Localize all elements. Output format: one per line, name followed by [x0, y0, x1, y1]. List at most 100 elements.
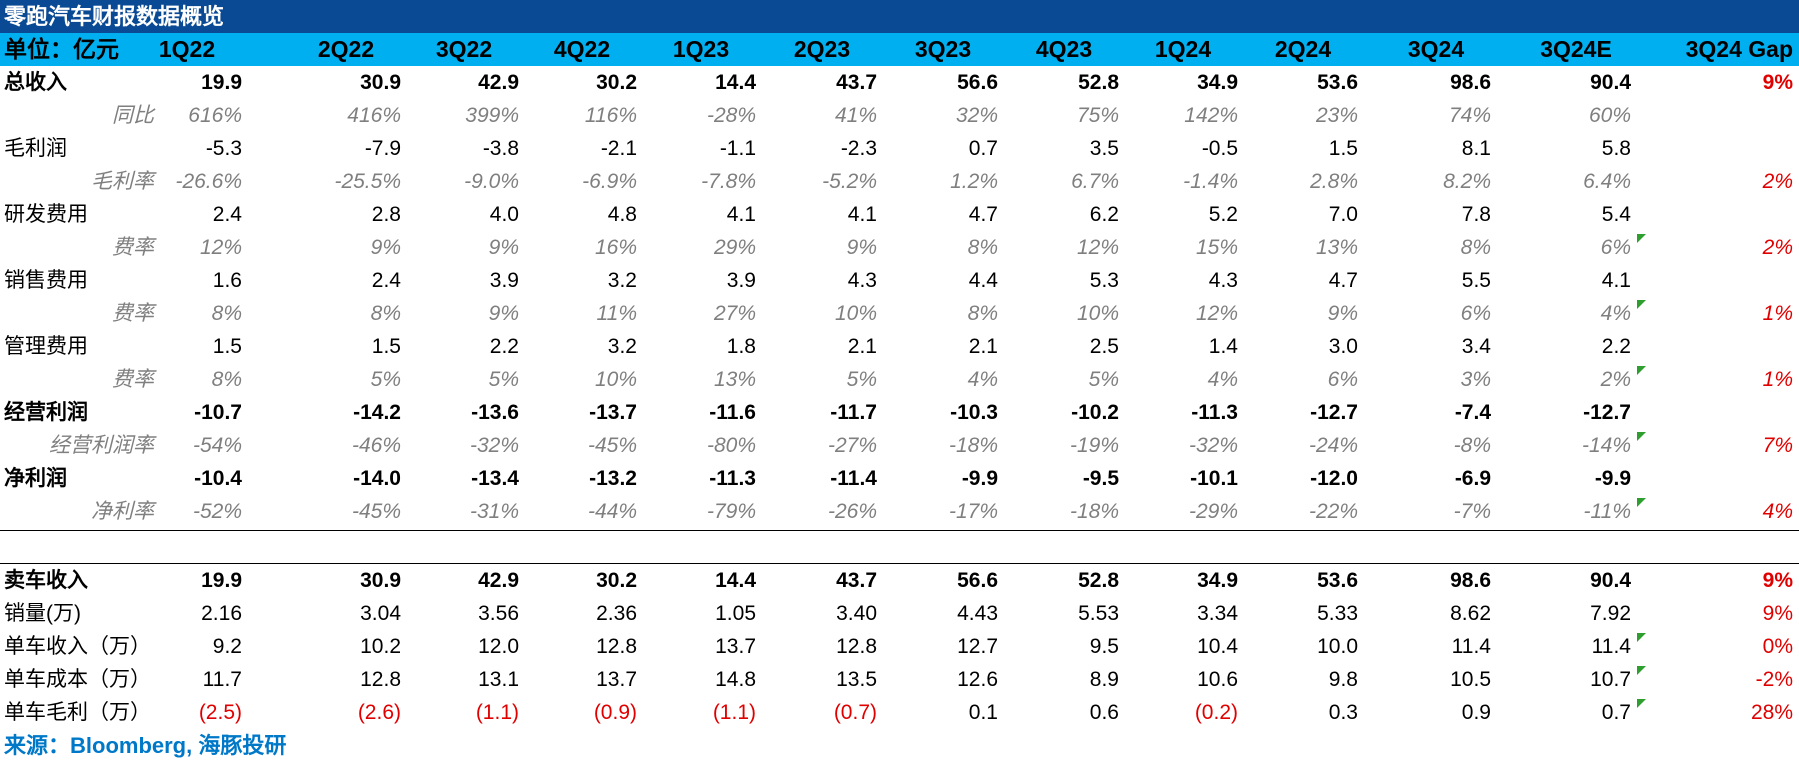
value-cell: (1.1): [475, 701, 519, 724]
value-cell: 30.2: [596, 71, 637, 94]
value-cell: 3.9: [726, 269, 756, 292]
value-cell: 4.1: [1601, 269, 1631, 292]
row-label: 销售费用: [4, 269, 88, 292]
value-cell: -54%: [192, 434, 242, 457]
value-cell: 27%: [713, 302, 756, 325]
value-cell: -5.2%: [822, 170, 877, 193]
value-cell: 14.8: [715, 668, 756, 691]
value-cell: -31%: [469, 500, 519, 523]
value-cell: -3.8: [482, 137, 519, 160]
value-cell: 90.4: [1590, 71, 1631, 94]
value-cell: 53.6: [1317, 71, 1358, 94]
row-label: 经营利润率: [49, 434, 154, 457]
value-cell: 13.5: [836, 668, 877, 691]
value-cell: 9.2: [212, 635, 242, 658]
value-cell: -25.5%: [334, 170, 401, 193]
value-cell: 32%: [955, 104, 998, 127]
header-row: 单位：亿元 1Q22 2Q22 3Q22 4Q22 1Q23 2Q23 3Q23 4Q23 1Q…: [0, 33, 1799, 66]
table-row: 经营利润 -10.7 -14.2 -13.6 -13.7 -11.6 -11.7 -10.3 -…: [0, 396, 1799, 429]
value-cell: 4.8: [607, 203, 637, 226]
column-header-2q23: 2Q23: [793, 36, 851, 62]
column-header-3q23: 3Q23: [914, 36, 972, 62]
value-cell: 1.5: [1328, 137, 1358, 160]
value-cell: 6%: [1327, 368, 1358, 391]
value-cell: 9%: [488, 302, 519, 325]
row-label: 费率: [112, 368, 154, 391]
value-cell: -12.0: [1310, 467, 1358, 490]
value-cell: -10.1: [1190, 467, 1238, 490]
value-cell: 13%: [713, 368, 756, 391]
value-cell: 16%: [594, 236, 637, 259]
value-cell: 4.3: [1208, 269, 1238, 292]
value-cell: 1.2%: [950, 170, 998, 193]
gap-cell: 9%: [1762, 71, 1793, 94]
value-cell: 0.1: [968, 701, 998, 724]
value-cell: 12%: [199, 236, 242, 259]
table-row: 净利润 -10.4 -14.0 -13.4 -13.2 -11.3 -11.4 -9.9 -9.…: [0, 462, 1799, 495]
value-cell: 29%: [713, 236, 756, 259]
value-cell: 0.3: [1328, 701, 1358, 724]
value-cell: -44%: [587, 500, 637, 523]
value-cell: 2.5: [1089, 335, 1119, 358]
value-cell: 3.9: [489, 269, 519, 292]
value-cell: 98.6: [1450, 71, 1491, 94]
value-cell: -28%: [706, 104, 756, 127]
value-cell: 2.1: [968, 335, 998, 358]
value-cell: 1.8: [726, 335, 756, 358]
column-header-3q22: 3Q22: [435, 36, 493, 62]
section-divider-bottom: [0, 563, 1799, 564]
column-header-2q22: 2Q22: [317, 36, 375, 62]
value-cell: 98.6: [1450, 569, 1491, 592]
value-cell: -9.0%: [464, 170, 519, 193]
value-cell: 30.9: [360, 569, 401, 592]
value-cell: -52%: [192, 500, 242, 523]
value-cell: 10.7: [1590, 668, 1631, 691]
value-cell: 416%: [347, 104, 401, 127]
value-cell: 7.92: [1590, 602, 1631, 625]
value-cell: -13.7: [589, 401, 637, 424]
gap-cell: 2%: [1762, 170, 1793, 193]
value-cell: 52.8: [1078, 569, 1119, 592]
value-cell: -45%: [587, 434, 637, 457]
cell-comment-marker: [1637, 432, 1646, 441]
table-row: 毛利率 -26.6% -25.5% -9.0% -6.9% -7.8% -5.2% 1.2% 6…: [0, 165, 1799, 198]
row-label: 总收入: [4, 71, 67, 94]
value-cell: 4.0: [489, 203, 519, 226]
value-cell: -9.9: [961, 467, 998, 490]
column-header-gap: 3Q24 Gap: [1685, 36, 1793, 62]
value-cell: 2.4: [212, 203, 242, 226]
value-cell: -13.2: [589, 467, 637, 490]
value-cell: 9.5: [1089, 635, 1119, 658]
value-cell: -26.6%: [175, 170, 242, 193]
value-cell: 1.4: [1208, 335, 1238, 358]
value-cell: 14.4: [715, 569, 756, 592]
value-cell: 56.6: [957, 569, 998, 592]
value-cell: 1.5: [212, 335, 242, 358]
value-cell: -7.9: [364, 137, 401, 160]
gap-cell: 4%: [1762, 500, 1793, 523]
value-cell: 8.62: [1450, 602, 1491, 625]
gap-cell: 2%: [1762, 236, 1793, 259]
value-cell: -26%: [827, 500, 877, 523]
value-cell: 30.9: [360, 71, 401, 94]
value-cell: 8%: [211, 368, 242, 391]
cell-comment-marker: [1637, 234, 1646, 243]
row-label: 单车成本（万）: [4, 668, 151, 691]
value-cell: 2.1: [847, 335, 877, 358]
value-cell: 8.9: [1089, 668, 1119, 691]
gap-cell: -2%: [1755, 668, 1793, 691]
table-row: 同比 616% 416% 399% 116% -28% 41% 32% 75% 142% 23% 74…: [0, 99, 1799, 132]
value-cell: 5.8: [1601, 137, 1631, 160]
value-cell: 3.5: [1089, 137, 1119, 160]
row-label: 单车收入（万）: [4, 635, 151, 658]
cell-comment-marker: [1637, 300, 1646, 309]
value-cell: -11.6: [709, 401, 756, 424]
cell-comment-marker: [1637, 666, 1646, 675]
value-cell: -7.4: [1454, 401, 1491, 424]
table-row: 费率 8% 8% 9% 11% 27% 10% 8% 10% 12% 9% 6% 4% 1%: [0, 297, 1799, 330]
value-cell: 5.33: [1317, 602, 1358, 625]
value-cell: 5.4: [1601, 203, 1631, 226]
value-cell: 8.1: [1461, 137, 1491, 160]
gap-cell: 9%: [1762, 569, 1793, 592]
